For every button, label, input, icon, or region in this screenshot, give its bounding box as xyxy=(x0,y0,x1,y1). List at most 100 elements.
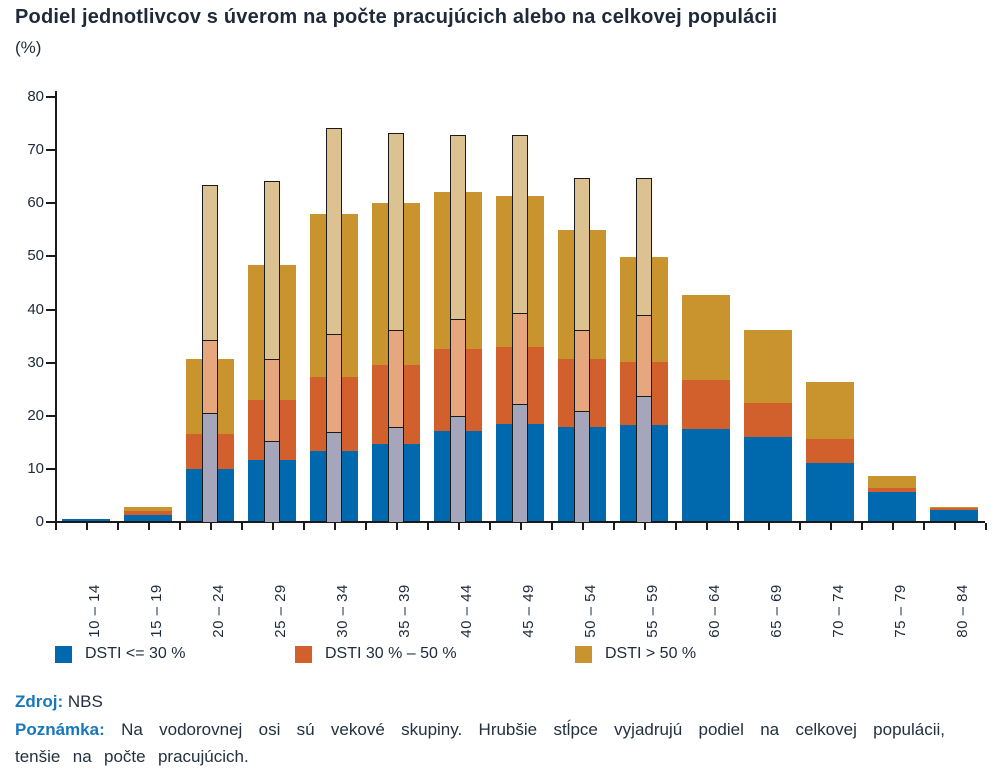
note-label: Poznámka: xyxy=(15,720,105,739)
bar-segment-workers-2 xyxy=(451,135,465,320)
bar-segment-workers-2 xyxy=(513,135,527,314)
x-axis-tick xyxy=(892,523,894,530)
bar-segment-population-1 xyxy=(744,402,792,438)
bar-segment-workers-2 xyxy=(389,133,403,331)
x-axis-label-text: 10 – 14 xyxy=(86,584,103,638)
x-axis-label-text: 55 – 59 xyxy=(644,584,661,638)
x-axis-tick xyxy=(613,523,615,530)
bar-segment-population-2 xyxy=(868,475,916,489)
x-axis-label: 80 – 84 xyxy=(923,533,985,638)
y-axis-tick xyxy=(46,149,55,152)
x-axis-tick xyxy=(86,523,88,530)
bar-workers-overlay xyxy=(512,134,528,522)
x-axis-line xyxy=(55,521,985,523)
bar-segment-population-0 xyxy=(682,428,730,521)
x-axis-label: 55 – 59 xyxy=(613,533,675,638)
x-axis-label: 50 – 54 xyxy=(551,533,613,638)
x-axis-label-text: 30 – 34 xyxy=(334,584,351,638)
x-axis-tick xyxy=(179,523,181,530)
y-axis-tick xyxy=(46,467,55,470)
x-axis-tick xyxy=(644,523,646,530)
y-axis-tick-label: 70 xyxy=(27,141,44,159)
bar-segment-population-1 xyxy=(682,380,730,429)
x-axis-label-text: 40 – 44 xyxy=(458,584,475,638)
bar-segment-population-0 xyxy=(930,509,978,521)
bar-segment-population-1 xyxy=(806,438,854,463)
legend-swatch-orange xyxy=(295,646,312,663)
bar-segment-population-0 xyxy=(806,462,854,521)
y-axis-tick-label: 60 xyxy=(27,194,44,212)
x-axis-tick xyxy=(396,523,398,530)
x-axis-label-text: 25 – 29 xyxy=(272,584,289,638)
bar-segment-population-1 xyxy=(124,510,172,515)
x-axis-tick xyxy=(985,523,987,530)
x-axis-tick xyxy=(55,523,57,530)
legend-swatch-gold xyxy=(575,646,592,663)
bar-segment-workers-1 xyxy=(513,313,527,405)
x-axis-label-text: 45 – 49 xyxy=(520,584,537,638)
x-axis-label-text: 15 – 19 xyxy=(148,584,165,638)
x-axis-label: 25 – 29 xyxy=(241,533,303,638)
x-axis-label-text: 80 – 84 xyxy=(954,584,971,638)
x-axis-tick xyxy=(458,523,460,530)
x-axis-tick xyxy=(241,523,243,530)
bar-segment-workers-2 xyxy=(637,179,651,315)
y-axis-tick xyxy=(46,202,55,205)
x-axis-label: 65 – 69 xyxy=(737,533,799,638)
bar-segment-workers-1 xyxy=(389,330,403,427)
x-axis-label: 75 – 79 xyxy=(861,533,923,638)
x-axis-tick xyxy=(768,523,770,530)
x-axis-tick xyxy=(830,523,832,530)
x-axis-tick xyxy=(210,523,212,530)
x-axis-tick xyxy=(582,523,584,530)
x-axis-tick xyxy=(675,523,677,530)
y-axis-tick xyxy=(46,521,55,523)
x-axis-tick xyxy=(861,523,863,530)
x-axis-label: 15 – 19 xyxy=(117,533,179,638)
bar-segment-population-2 xyxy=(806,382,854,439)
bar-workers-overlay xyxy=(636,178,652,522)
x-axis-tick xyxy=(365,523,367,530)
bar-segment-population-0 xyxy=(124,514,172,521)
bar-segment-population-2 xyxy=(744,329,792,403)
bar-segment-workers-2 xyxy=(327,128,341,335)
x-axis-label-text: 65 – 69 xyxy=(768,584,785,638)
y-axis-tick xyxy=(46,96,55,98)
bar-segment-population-0 xyxy=(868,492,916,521)
y-axis-tick-label: 50 xyxy=(27,247,44,265)
x-axis-tick xyxy=(923,523,925,530)
source-line: Zdroj: NBS xyxy=(15,692,103,712)
bar-workers-overlay xyxy=(264,181,280,522)
x-axis-label: 70 – 74 xyxy=(799,533,861,638)
y-axis-tick xyxy=(46,255,55,258)
y-axis-tick xyxy=(46,361,55,364)
bar-segment-workers-1 xyxy=(575,329,589,411)
bar-segment-workers-0 xyxy=(265,440,279,522)
y-axis-tick-label: 10 xyxy=(27,459,44,477)
y-axis-line xyxy=(55,91,57,523)
chart-title: Podiel jednotlivcov s úverom na počte pr… xyxy=(15,6,778,28)
legend-label: DSTI > 50 % xyxy=(605,645,697,662)
x-axis-tick xyxy=(148,523,150,530)
x-axis-label-text: 60 – 64 xyxy=(706,584,723,638)
bar-segment-workers-1 xyxy=(637,314,651,396)
x-axis-label-text: 75 – 79 xyxy=(892,584,909,638)
bar-workers-overlay xyxy=(202,185,218,522)
x-axis-tick xyxy=(520,523,522,530)
bar-segment-workers-2 xyxy=(265,182,279,360)
y-axis-tick-label: 80 xyxy=(27,88,44,105)
legend-label: DSTI <= 30 % xyxy=(85,645,186,662)
bar-segment-workers-2 xyxy=(575,178,589,330)
bar-segment-workers-1 xyxy=(451,319,465,416)
bar-segment-population-2 xyxy=(682,294,730,381)
chart-subtitle: (%) xyxy=(15,38,42,57)
x-axis-tick xyxy=(799,523,801,530)
x-axis-label: 40 – 44 xyxy=(427,533,489,638)
x-axis-label: 20 – 24 xyxy=(179,533,241,638)
bar-segment-population-0 xyxy=(744,437,792,521)
note-text: Na vodorovnej osi sú vekové skupiny. Hru… xyxy=(15,720,946,766)
x-axis-tick xyxy=(737,523,739,530)
source-value: NBS xyxy=(67,692,103,711)
y-axis-tick-label: 40 xyxy=(27,300,44,318)
